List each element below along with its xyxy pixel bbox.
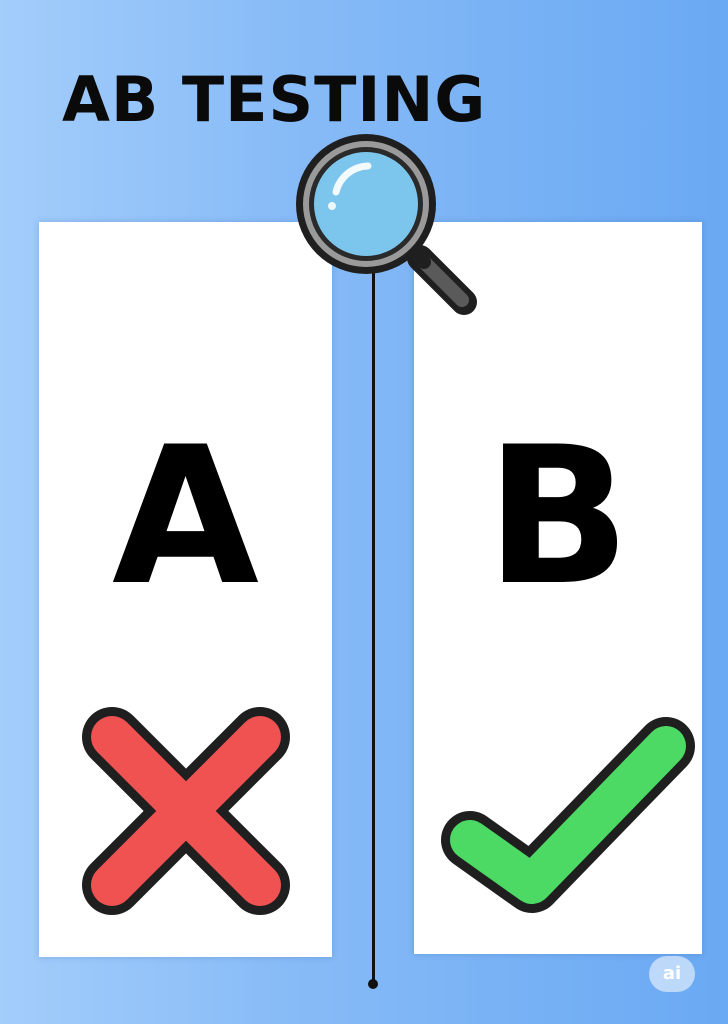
divider-end-dot [368,979,378,989]
magnifying-glass-icon [296,134,477,315]
variant-b-label: B [485,406,631,627]
variant-a-label: A [111,406,260,627]
page-title: AB TESTING [62,63,487,136]
variant-a-panel: A [39,222,332,957]
divider-line [372,250,375,984]
checkmark-icon [441,717,695,913]
ai-badge: ai [649,956,695,992]
variant-b-panel: B [414,222,702,954]
cross-icon [82,707,290,915]
